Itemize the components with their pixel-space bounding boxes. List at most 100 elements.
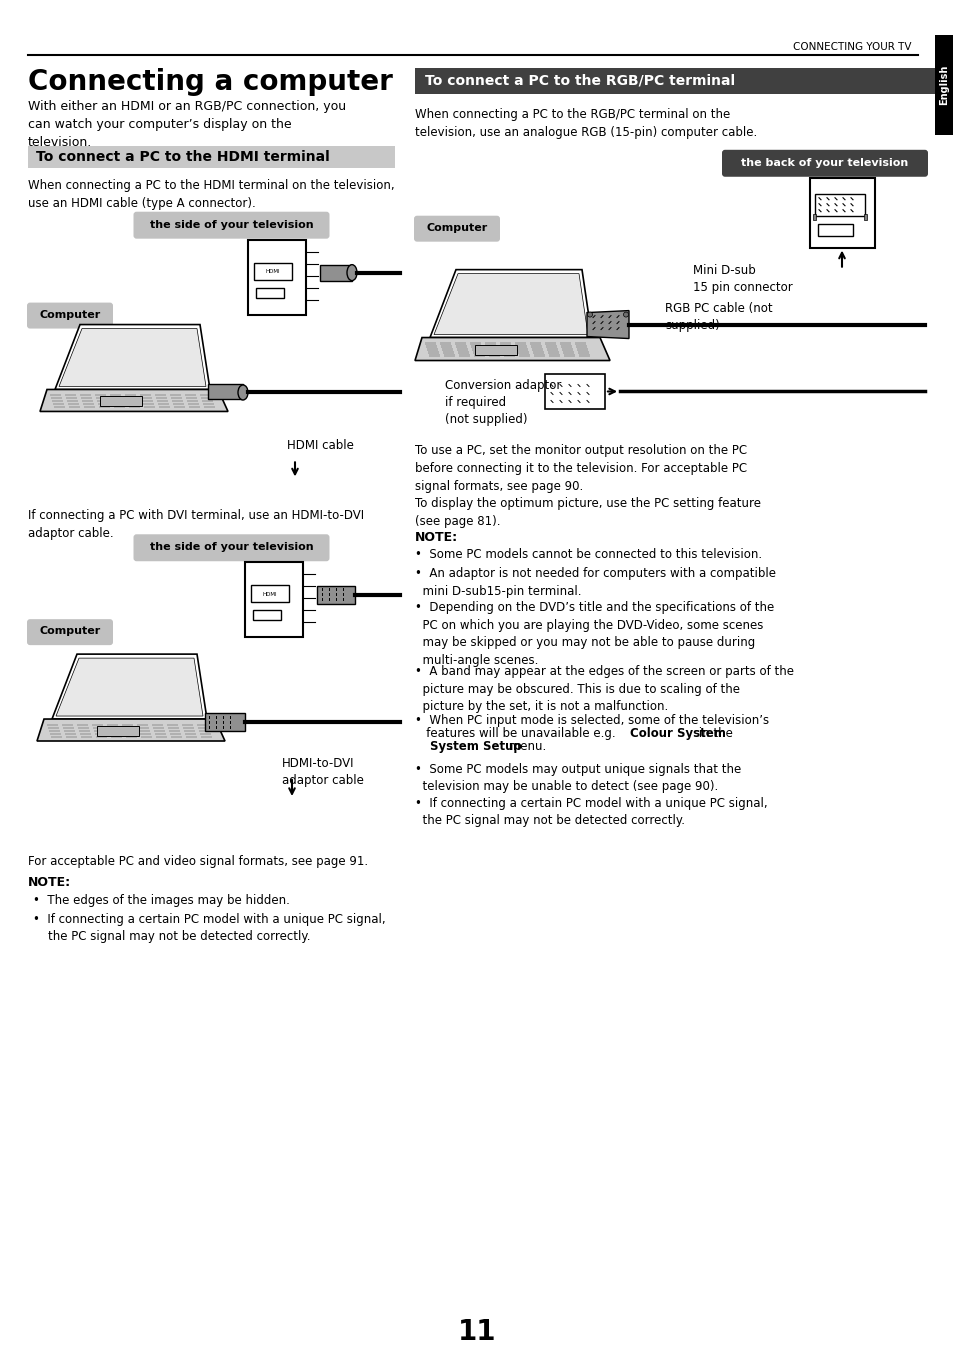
FancyBboxPatch shape <box>534 353 544 356</box>
Ellipse shape <box>347 264 356 280</box>
FancyBboxPatch shape <box>440 345 452 348</box>
Text: Connecting a computer: Connecting a computer <box>28 68 393 96</box>
Polygon shape <box>415 337 609 360</box>
FancyBboxPatch shape <box>129 406 140 409</box>
FancyBboxPatch shape <box>80 394 91 397</box>
FancyBboxPatch shape <box>547 351 558 353</box>
FancyBboxPatch shape <box>109 730 120 733</box>
FancyBboxPatch shape <box>251 585 289 603</box>
FancyBboxPatch shape <box>170 394 181 397</box>
Polygon shape <box>56 658 203 716</box>
Text: the side of your television: the side of your television <box>150 219 313 230</box>
FancyBboxPatch shape <box>183 727 193 728</box>
FancyBboxPatch shape <box>97 726 139 737</box>
FancyBboxPatch shape <box>172 399 183 402</box>
FancyBboxPatch shape <box>64 730 75 733</box>
FancyBboxPatch shape <box>561 348 573 351</box>
FancyBboxPatch shape <box>107 723 118 726</box>
Polygon shape <box>40 390 228 412</box>
FancyBboxPatch shape <box>141 735 152 738</box>
FancyBboxPatch shape <box>152 723 163 726</box>
FancyBboxPatch shape <box>721 150 927 177</box>
FancyBboxPatch shape <box>69 406 80 409</box>
Text: •  When PC input mode is selected, some of the television’s: • When PC input mode is selected, some o… <box>415 714 768 727</box>
FancyBboxPatch shape <box>154 394 166 397</box>
Text: English: English <box>938 65 948 106</box>
FancyBboxPatch shape <box>84 406 95 409</box>
FancyBboxPatch shape <box>52 399 63 402</box>
FancyBboxPatch shape <box>531 345 541 348</box>
FancyBboxPatch shape <box>112 403 124 405</box>
Ellipse shape <box>587 311 592 317</box>
FancyBboxPatch shape <box>188 403 199 405</box>
FancyBboxPatch shape <box>133 535 329 562</box>
FancyBboxPatch shape <box>98 403 109 405</box>
FancyBboxPatch shape <box>50 394 61 397</box>
Text: NOTE:: NOTE: <box>28 876 71 888</box>
FancyBboxPatch shape <box>186 397 196 399</box>
FancyBboxPatch shape <box>113 406 125 409</box>
FancyBboxPatch shape <box>111 735 122 738</box>
FancyBboxPatch shape <box>474 353 484 356</box>
FancyBboxPatch shape <box>319 264 352 280</box>
Polygon shape <box>586 310 628 338</box>
FancyBboxPatch shape <box>502 351 514 353</box>
FancyBboxPatch shape <box>48 727 59 728</box>
Text: HDMI: HDMI <box>262 592 277 597</box>
Text: menu.: menu. <box>504 741 546 753</box>
FancyBboxPatch shape <box>248 240 306 314</box>
Polygon shape <box>434 274 587 334</box>
FancyBboxPatch shape <box>503 353 515 356</box>
FancyBboxPatch shape <box>137 723 148 726</box>
FancyBboxPatch shape <box>576 345 586 348</box>
FancyBboxPatch shape <box>144 406 154 409</box>
FancyBboxPatch shape <box>110 394 121 397</box>
FancyBboxPatch shape <box>203 403 213 405</box>
FancyBboxPatch shape <box>489 353 499 356</box>
FancyBboxPatch shape <box>863 214 866 219</box>
FancyBboxPatch shape <box>111 397 122 399</box>
FancyBboxPatch shape <box>426 345 436 348</box>
FancyBboxPatch shape <box>51 397 62 399</box>
FancyBboxPatch shape <box>544 343 556 344</box>
FancyBboxPatch shape <box>442 351 454 353</box>
FancyBboxPatch shape <box>173 406 185 409</box>
FancyBboxPatch shape <box>485 345 497 348</box>
FancyBboxPatch shape <box>94 730 105 733</box>
Text: •  If connecting a certain PC model with a unique PC signal,
    the PC signal m: • If connecting a certain PC model with … <box>33 913 385 942</box>
FancyBboxPatch shape <box>501 348 513 351</box>
FancyBboxPatch shape <box>96 397 107 399</box>
FancyBboxPatch shape <box>51 735 62 738</box>
FancyBboxPatch shape <box>140 394 151 397</box>
FancyBboxPatch shape <box>171 397 182 399</box>
Text: Computer: Computer <box>426 222 487 233</box>
FancyBboxPatch shape <box>208 385 243 399</box>
FancyBboxPatch shape <box>77 723 88 726</box>
Polygon shape <box>59 329 206 386</box>
FancyBboxPatch shape <box>50 733 61 735</box>
Text: If connecting a PC with DVI terminal, use an HDMI-to-DVI
adaptor cable.: If connecting a PC with DVI terminal, us… <box>28 509 364 540</box>
FancyBboxPatch shape <box>49 730 60 733</box>
FancyBboxPatch shape <box>122 723 132 726</box>
FancyBboxPatch shape <box>532 348 542 351</box>
FancyBboxPatch shape <box>545 345 557 348</box>
FancyBboxPatch shape <box>125 394 136 397</box>
Text: •  An adaptor is not needed for computers with a compatible
  mini D-sub15-pin t: • An adaptor is not needed for computers… <box>415 567 775 597</box>
Text: With either an HDMI or an RGB/PC connection, you
can watch your computer’s displ: With either an HDMI or an RGB/PC connect… <box>28 100 346 149</box>
FancyBboxPatch shape <box>934 35 953 135</box>
Text: To use a PC, set the monitor output resolution on the PC
before connecting it to: To use a PC, set the monitor output reso… <box>415 444 746 493</box>
FancyBboxPatch shape <box>182 723 193 726</box>
FancyBboxPatch shape <box>152 727 164 728</box>
FancyBboxPatch shape <box>127 399 138 402</box>
FancyBboxPatch shape <box>27 619 112 645</box>
FancyBboxPatch shape <box>171 735 182 738</box>
FancyBboxPatch shape <box>488 351 498 353</box>
Text: HDMI cable: HDMI cable <box>287 440 354 452</box>
Text: •  Depending on the DVD’s title and the specifications of the
  PC on which you : • Depending on the DVD’s title and the s… <box>415 601 774 666</box>
FancyBboxPatch shape <box>187 399 198 402</box>
FancyBboxPatch shape <box>169 730 180 733</box>
FancyBboxPatch shape <box>100 397 142 406</box>
FancyBboxPatch shape <box>472 348 482 351</box>
Text: features will be unavailable e.g.: features will be unavailable e.g. <box>415 727 618 741</box>
Text: •  If connecting a certain PC model with a unique PC signal,
  the PC signal may: • If connecting a certain PC model with … <box>415 798 767 827</box>
